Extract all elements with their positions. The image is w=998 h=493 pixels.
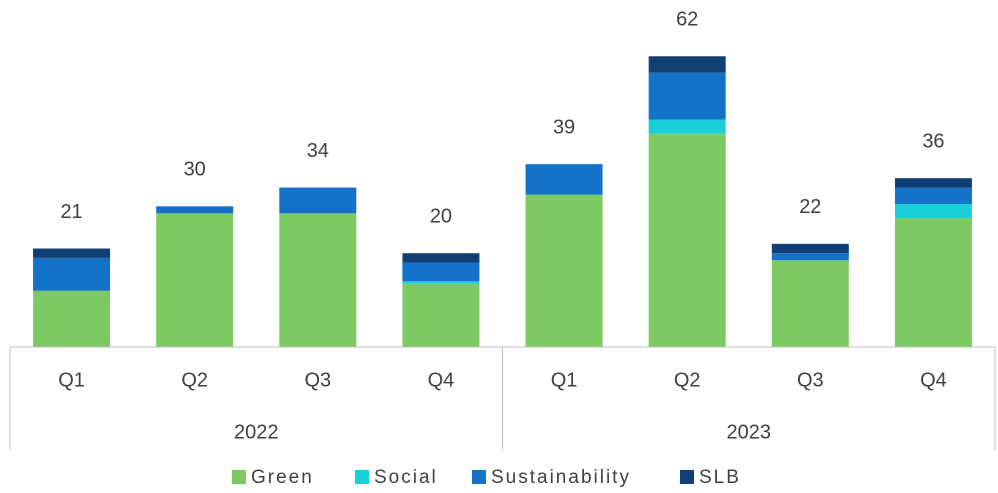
bar-segment — [402, 283, 480, 347]
bar-segment — [894, 187, 972, 204]
x-tick-label: Q3 — [797, 369, 824, 391]
group-label: 2022 — [234, 421, 279, 443]
total-label: 34 — [307, 140, 329, 162]
bar-segment — [525, 194, 603, 347]
bar-segment — [894, 178, 972, 188]
group-label: 2023 — [727, 421, 772, 443]
bar-segment — [279, 213, 357, 347]
bar-segment — [648, 133, 726, 347]
legend-swatch — [472, 470, 486, 484]
bar-segment — [402, 281, 480, 284]
x-tick-label: Q3 — [304, 369, 331, 391]
bar-segment — [33, 248, 111, 258]
legend-swatch — [232, 470, 246, 484]
total-label: 22 — [799, 196, 821, 218]
bar-segment — [771, 243, 849, 254]
total-label: 62 — [676, 9, 698, 31]
total-label: 21 — [60, 201, 82, 223]
bar-segment — [771, 260, 849, 347]
legend-text: Green — [251, 467, 314, 488]
bar-segment — [648, 119, 726, 134]
bar-segment — [894, 203, 972, 219]
legend-text: Social — [374, 467, 438, 488]
total-label: 30 — [184, 159, 206, 181]
bar-segment — [648, 56, 726, 73]
bar-segment — [279, 187, 357, 214]
total-label: 36 — [922, 130, 944, 152]
bar-segment — [156, 213, 234, 347]
bar-segment — [33, 290, 111, 347]
bar-segment — [402, 262, 480, 282]
x-tick-label: Q1 — [551, 369, 578, 391]
x-tick-label: Q2 — [181, 369, 208, 391]
x-tick-label: Q4 — [428, 369, 455, 391]
legend-swatch — [680, 470, 694, 484]
bar-segment — [771, 253, 849, 261]
bar-segment — [402, 253, 480, 263]
legend-text: Sustainability — [491, 467, 631, 488]
legend-swatch — [355, 470, 369, 484]
x-tick-label: Q4 — [920, 369, 947, 391]
legend-text: SLB — [699, 467, 741, 488]
total-label: 20 — [430, 205, 452, 227]
bar-segment — [648, 72, 726, 120]
x-tick-label: Q2 — [674, 369, 701, 391]
bar-segment — [525, 164, 603, 195]
bar-segment — [156, 206, 234, 214]
bar-segment — [33, 257, 111, 291]
bar-segment — [894, 218, 972, 347]
total-label: 39 — [553, 116, 575, 138]
x-tick-label: Q1 — [58, 369, 85, 391]
